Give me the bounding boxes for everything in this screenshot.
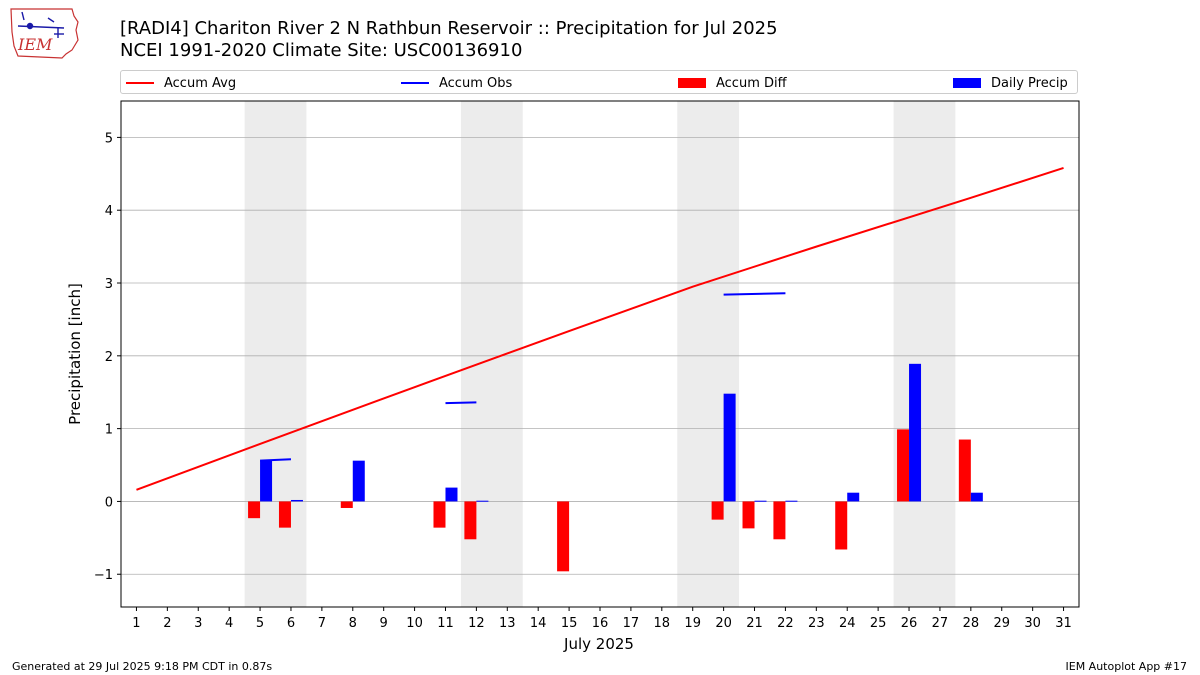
x-tick-label: 19 [684, 616, 701, 631]
chart-legend: Accum Avg Accum Obs Accum Diff Daily Pre… [120, 70, 1078, 94]
x-tick-label: 30 [1024, 616, 1041, 631]
daily-precip-bar [723, 393, 736, 502]
x-axis-label: July 2025 [563, 635, 634, 653]
y-tick-label: −1 [94, 568, 113, 583]
daily-precip-bar [847, 492, 860, 502]
accum-diff-bar [897, 429, 910, 502]
accum-diff-bar [711, 501, 724, 520]
x-tick-label: 15 [561, 616, 578, 631]
accum-diff-bar [248, 501, 261, 519]
x-tick-label: 28 [963, 616, 980, 631]
x-tick-label: 21 [746, 616, 763, 631]
x-tick-label: 24 [839, 616, 856, 631]
y-tick-label: 3 [105, 277, 113, 292]
chart-subtitle: NCEI 1991-2020 Climate Site: USC00136910 [120, 40, 523, 61]
x-tick-label: 6 [287, 616, 295, 631]
x-tick-label: 2 [163, 616, 171, 631]
daily-precip-bar [445, 487, 458, 502]
legend-item-daily-precip: Daily Precip [953, 74, 1068, 92]
y-tick-label: 0 [105, 495, 113, 510]
x-tick-label: 31 [1055, 616, 1072, 631]
weekend-shade-3 [893, 101, 956, 607]
daily-precip-bar [476, 500, 489, 502]
generated-timestamp: Generated at 29 Jul 2025 9:18 PM CDT in … [12, 660, 273, 673]
x-tick-label: 12 [468, 616, 485, 631]
x-tick-label: 26 [901, 616, 918, 631]
daily-precip-bar [754, 500, 767, 502]
x-tick-label: 17 [623, 616, 640, 631]
daily-precip-bar [260, 460, 273, 502]
weather-station-icon [17, 11, 65, 38]
y-tick-label: 5 [105, 131, 113, 146]
legend-label-accum-avg: Accum Avg [164, 75, 237, 91]
accum-diff-bar [958, 439, 971, 502]
daily-precip-bar [909, 363, 922, 502]
accum-avg-line [136, 167, 1064, 491]
accum-obs-segment-1 [445, 401, 477, 405]
x-tick-label: 20 [715, 616, 732, 631]
x-tick-label: 27 [932, 616, 949, 631]
y-tick-label: 4 [105, 204, 113, 219]
x-tick-label: 9 [380, 616, 388, 631]
x-tick-label: 22 [777, 616, 794, 631]
daily-precip-bar [785, 500, 798, 502]
x-tick-label: 11 [437, 616, 454, 631]
daily-precip-bar [970, 492, 983, 502]
legend-label-daily-precip: Daily Precip [991, 75, 1068, 91]
iowa-state-outline-icon [10, 8, 79, 59]
y-tick-label: 2 [105, 350, 113, 365]
y-axis-label: Precipitation [inch] [66, 283, 84, 425]
x-tick-label: 18 [654, 616, 671, 631]
daily-precip-bar [352, 460, 365, 502]
daily-precip-bar [290, 499, 303, 502]
legend-item-accum-avg: Accum Avg [126, 74, 236, 92]
logo-text: IEM [17, 35, 53, 54]
weekend-shade-0 [244, 101, 307, 607]
x-tick-label: 10 [406, 616, 423, 631]
accum-diff-bar [835, 501, 848, 550]
legend-label-accum-obs: Accum Obs [439, 75, 513, 91]
legend-label-accum-diff: Accum Diff [716, 75, 787, 91]
x-tick-label: 7 [318, 616, 326, 631]
x-tick-label: 4 [225, 616, 233, 631]
app-credit: IEM Autoplot App #17 [1065, 660, 1188, 673]
accum-obs-segment-0 [260, 458, 292, 462]
x-tick-label: 13 [499, 616, 516, 631]
x-tick-label: 3 [194, 616, 202, 631]
chart-title: [RADI4] Chariton River 2 N Rathbun Reser… [120, 18, 778, 39]
accum-diff-bar [433, 501, 446, 528]
x-tick-label: 5 [256, 616, 264, 631]
accum-diff-bar [773, 501, 786, 540]
accum-diff-bar [340, 501, 353, 508]
x-tick-label: 1 [132, 616, 140, 631]
accum-diff-bar [464, 501, 477, 540]
x-tick-label: 29 [993, 616, 1010, 631]
x-tick-label: 23 [808, 616, 825, 631]
accum-diff-bar [278, 501, 291, 528]
accum-diff-bar [742, 501, 755, 529]
legend-swatch-accum-obs [401, 82, 429, 84]
x-tick-label: 16 [592, 616, 609, 631]
weekend-shade-2 [677, 101, 740, 607]
y-tick-label: 1 [105, 423, 113, 438]
iem-logo: IEM [10, 8, 79, 59]
legend-swatch-accum-diff [678, 78, 706, 88]
accum-diff-bar [557, 501, 570, 572]
accum-obs-segment-2 [723, 292, 786, 296]
legend-swatch-accum-avg [126, 82, 154, 84]
legend-swatch-daily-precip [953, 78, 981, 88]
x-tick-label: 8 [349, 616, 357, 631]
legend-item-accum-diff: Accum Diff [678, 74, 787, 92]
x-tick-label: 25 [870, 616, 887, 631]
x-tick-label: 14 [530, 616, 547, 631]
legend-item-accum-obs: Accum Obs [401, 74, 512, 92]
